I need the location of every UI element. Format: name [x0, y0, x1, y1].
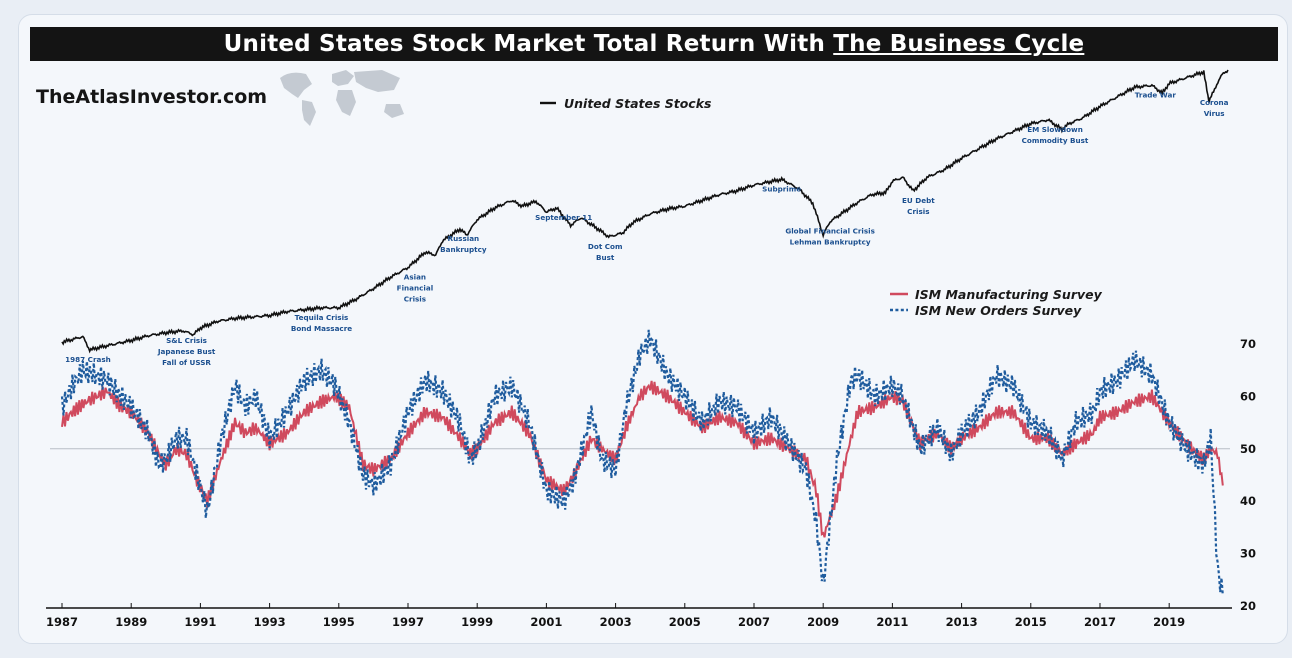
x-tick-label: 2005 — [669, 615, 701, 629]
brand-logo-text: TheAtlasInvestor.com — [36, 86, 268, 108]
x-tick-label: 2019 — [1153, 615, 1185, 629]
legend-label: United States Stocks — [564, 96, 711, 111]
title-underlined: The Business Cycle — [833, 31, 1085, 57]
y-tick-label: 30 — [1240, 547, 1256, 561]
y-tick-label: 50 — [1240, 442, 1256, 456]
x-tick-label: 1989 — [115, 615, 147, 629]
annotation-label: Fall of USSR — [162, 358, 211, 367]
annotation-label: Dot Com — [588, 242, 623, 251]
annotation-label: S&L Crisis — [166, 336, 207, 345]
chart-card — [18, 14, 1288, 644]
annotation-label: Crisis — [907, 207, 929, 216]
annotation-label: 1987 Crash — [65, 355, 111, 364]
title-prefix: United States Stock Market Total Return … — [223, 31, 834, 57]
series-line-ism-new-orders — [60, 329, 1224, 596]
annotation-label: Trade War — [1135, 90, 1177, 99]
annotation-label: Tequila Crisis — [295, 313, 349, 322]
annotation-label: EU Debt — [902, 196, 935, 205]
y-tick-label: 20 — [1240, 599, 1256, 613]
x-tick-label: 1991 — [184, 615, 216, 629]
legend-manufacturing: ISM Manufacturing Survey — [890, 287, 1103, 302]
annotation-label: Asian — [404, 273, 426, 282]
annotation-label: Crisis — [404, 295, 426, 304]
axes: 1987 1989 1991 1993 1995 1997 1999 2001 2003 2005… — [46, 337, 1256, 629]
legend-stocks: United States Stocks — [540, 96, 711, 111]
x-tick-label: 2009 — [807, 615, 839, 629]
x-tick-label: 2015 — [1015, 615, 1047, 629]
annotation-label: Global Financial Crisis — [785, 227, 875, 236]
annotation-label: Bankruptcy — [440, 245, 487, 254]
x-tick-label: 2013 — [946, 615, 978, 629]
legend-new-orders: ISM New Orders Survey — [890, 303, 1082, 318]
x-tick-label: 2007 — [738, 615, 770, 629]
annotation-label: Russian — [448, 234, 480, 243]
annotation-label: Subprime — [762, 184, 801, 193]
x-tick-label: 2001 — [530, 615, 562, 629]
y-tick-label: 70 — [1240, 337, 1256, 351]
legend-label: ISM Manufacturing Survey — [915, 287, 1103, 302]
annotation-label: September 11 — [535, 213, 592, 222]
y-tick-label: 60 — [1240, 389, 1256, 403]
world-map-icon — [280, 70, 404, 126]
x-tick-label: 1993 — [254, 615, 286, 629]
x-tick-label: 2017 — [1084, 615, 1116, 629]
annotation-label: Japanese Bust — [157, 347, 216, 356]
annotation-label: Corona — [1200, 98, 1229, 107]
x-tick-label: 2011 — [876, 615, 908, 629]
x-tick-label: 1995 — [323, 615, 355, 629]
annotation-label: Virus — [1204, 109, 1225, 118]
annotation-label: EM Slowdown — [1027, 125, 1083, 134]
x-tick-label: 2003 — [600, 615, 632, 629]
annotation-label: Bond Massacre — [291, 324, 352, 333]
x-tick-label: 1999 — [461, 615, 493, 629]
legend-label: ISM New Orders Survey — [915, 303, 1082, 318]
chart-title: United States Stock Market Total Return … — [30, 27, 1278, 61]
ism-panel — [50, 329, 1230, 596]
annotation-label: Lehman Bankruptcy — [790, 238, 871, 247]
x-tick-label: 1997 — [392, 615, 424, 629]
annotation-label: Bust — [596, 253, 615, 262]
series-line-ism-manufacturing — [61, 380, 1224, 538]
y-tick-label: 40 — [1240, 494, 1256, 508]
series-line-united-states-stocks — [61, 69, 1229, 354]
x-tick-label: 1987 — [46, 615, 78, 629]
stock-panel: 1987 Crash S&L Crisis Japanese Bust Fall of… — [61, 69, 1229, 367]
legends: United States Stocks ISM Manufacturing Su… — [540, 96, 1103, 318]
annotation-label: Commodity Bust — [1022, 136, 1089, 145]
annotation-label: Financial — [397, 284, 434, 293]
